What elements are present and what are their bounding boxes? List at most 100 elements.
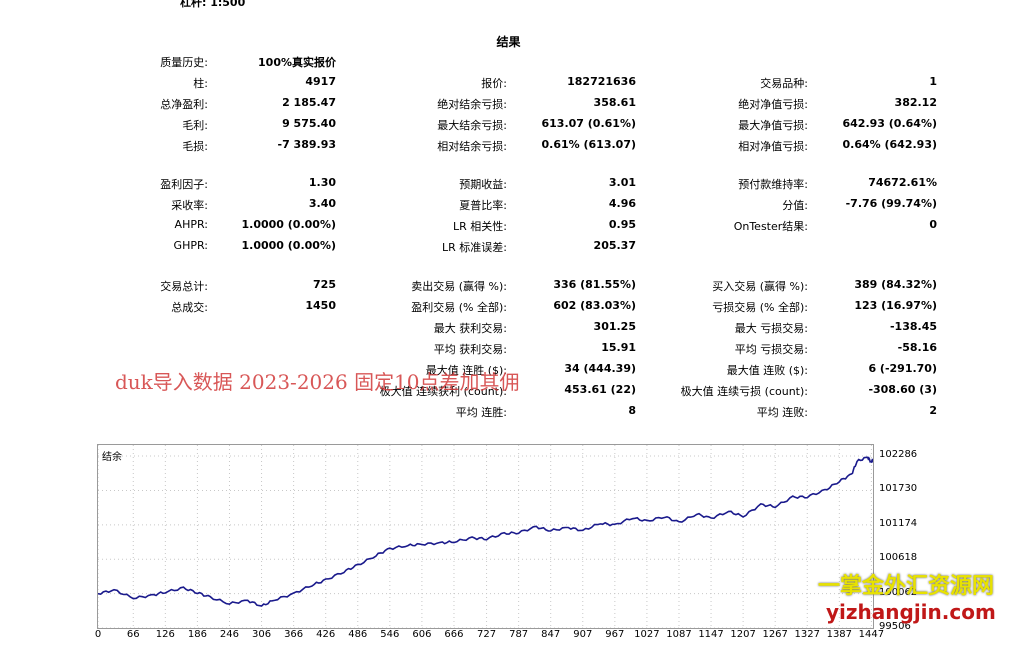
stat-value-net-profit: 2 185.47 bbox=[282, 96, 336, 109]
x-tick-label: 1147 bbox=[698, 629, 724, 640]
x-tick-label: 426 bbox=[316, 629, 336, 640]
stat-value-abs-equity-dd: 382.12 bbox=[894, 96, 937, 109]
stat-value-lr-err: 205.37 bbox=[593, 239, 636, 252]
stat-value-margin-level: 74672.61% bbox=[868, 176, 937, 189]
x-tick-label: 847 bbox=[541, 629, 561, 640]
stat-value-profit-factor: 1.30 bbox=[308, 176, 336, 189]
x-tick-label: 1207 bbox=[730, 629, 756, 640]
stat-label-rel-balance-dd: 相对结余亏损: bbox=[437, 140, 507, 153]
stat-label-lr-err: LR 标准误差: bbox=[442, 241, 507, 254]
stat-value-ticks: 182721636 bbox=[567, 75, 636, 88]
stat-value-avg-consec-wins: 8 bbox=[628, 404, 636, 417]
y-tick-label: 99506 bbox=[879, 621, 911, 632]
stat-value-lr-corr: 0.95 bbox=[608, 218, 636, 231]
stat-label-lr-corr: LR 相关性: bbox=[453, 220, 507, 233]
stat-value-max-balance-dd: 613.07 (0.61%) bbox=[541, 117, 637, 130]
stat-label-recovery: 采收率: bbox=[171, 199, 208, 212]
stat-label-long-trades: 买入交易 (赢得 %): bbox=[712, 280, 808, 293]
stat-value-profit-trades: 602 (83.03%) bbox=[553, 299, 636, 312]
stat-value-loss-trades: 123 (16.97%) bbox=[854, 299, 937, 312]
stat-value-max-consec-loss: -308.60 (3) bbox=[868, 383, 937, 396]
x-tick-label: 1087 bbox=[666, 629, 692, 640]
stat-label-avg-consec-losses: 平均 连败: bbox=[756, 406, 808, 419]
x-tick-label: 546 bbox=[380, 629, 400, 640]
stat-label-abs-balance-dd: 绝对结余亏损: bbox=[437, 98, 507, 111]
stat-value-recovery: 3.40 bbox=[308, 197, 336, 210]
x-tick-label: 66 bbox=[126, 629, 140, 640]
x-tick-label: 486 bbox=[348, 629, 368, 640]
stat-label-total-deals: 总成交: bbox=[171, 301, 208, 314]
x-tick-label: 246 bbox=[219, 629, 240, 640]
stat-value-abs-balance-dd: 358.61 bbox=[593, 96, 636, 109]
stat-label-ahpr: AHPR: bbox=[174, 218, 208, 231]
stat-value-short-trades: 336 (81.55%) bbox=[553, 278, 636, 291]
stat-value-rel-equity-dd: 0.64% (642.93) bbox=[842, 138, 938, 151]
x-tick-label: 0 bbox=[94, 629, 102, 640]
x-tick-label: 366 bbox=[284, 629, 304, 640]
stat-value-gross-loss: -7 389.93 bbox=[277, 138, 337, 151]
stat-label-gross-loss: 毛损: bbox=[182, 140, 208, 153]
x-tick-label: 727 bbox=[477, 629, 497, 640]
stat-value-total-trades: 725 bbox=[313, 278, 336, 291]
stat-value-max-consec-profit: 453.61 (22) bbox=[564, 383, 636, 396]
stat-label-gross-profit: 毛利: bbox=[182, 119, 208, 132]
stat-label-net-profit: 总净盈利: bbox=[160, 98, 208, 111]
y-tick-label: 101730 bbox=[879, 483, 918, 495]
stat-label-max-consec-losses: 最大值 连败 ($): bbox=[726, 364, 808, 377]
balance-series-line bbox=[98, 456, 873, 607]
x-tick-label: 1027 bbox=[634, 629, 660, 640]
stat-value-long-trades: 389 (84.32%) bbox=[854, 278, 937, 291]
x-tick-label: 967 bbox=[605, 629, 625, 640]
stat-label-short-trades: 卖出交易 (赢得 %): bbox=[411, 280, 507, 293]
stat-value-max-consec-losses: 6 (-291.70) bbox=[868, 362, 937, 375]
stat-value-total-deals: 1450 bbox=[305, 299, 336, 312]
overlay-watermark: duk导入数据 2023-2026 固定10点差加其佣 bbox=[115, 370, 520, 394]
y-tick-label: 101174 bbox=[879, 517, 918, 529]
x-tick-label: 907 bbox=[573, 629, 593, 640]
stat-value-ghpr: 1.0000 (0.00%) bbox=[241, 239, 337, 252]
results-title: 结果 bbox=[496, 35, 521, 49]
site-watermark-cn: 一掌金外汇资源网 bbox=[818, 574, 995, 599]
x-tick-label: 1387 bbox=[826, 629, 853, 640]
stat-label-bars: 柱: bbox=[193, 77, 208, 90]
stat-value-symbols: 1 bbox=[929, 75, 937, 88]
stat-label-profit-factor: 盈利因子: bbox=[160, 178, 208, 191]
x-tick-label: 306 bbox=[252, 629, 272, 640]
x-tick-label: 1447 bbox=[858, 629, 885, 640]
site-watermark-url: yizhangjin.com bbox=[826, 600, 996, 624]
stat-value-avg-profit: 15.91 bbox=[601, 341, 636, 354]
stat-label-max-consec-profit: 极大值 连续获利 (count): bbox=[379, 385, 507, 398]
y-tick-label: 100618 bbox=[879, 552, 918, 564]
stat-value-largest-loss: -138.45 bbox=[889, 320, 937, 333]
stat-value-sharpe: 4.96 bbox=[608, 197, 636, 210]
stat-value-avg-loss: -58.16 bbox=[897, 341, 937, 354]
stat-label-largest-loss: 最大 亏损交易: bbox=[734, 322, 808, 335]
stat-label-rel-equity-dd: 相对净值亏损: bbox=[738, 140, 808, 153]
stat-value-history-quality: 100%真实报价 bbox=[258, 56, 336, 69]
stat-label-max-equity-dd: 最大净值亏损: bbox=[738, 119, 808, 132]
y-tick-label: 102286 bbox=[879, 449, 918, 461]
stat-label-loss-trades: 亏损交易 (% 全部): bbox=[712, 301, 808, 314]
stat-label-largest-profit: 最大 获利交易: bbox=[433, 322, 507, 335]
y-tick-label: 100062 bbox=[879, 586, 918, 598]
stat-label-profit-trades: 盈利交易 (% 全部): bbox=[411, 301, 507, 314]
leverage-text: 杠杆: 1:500 bbox=[180, 0, 246, 9]
stat-value-ahpr: 1.0000 (0.00%) bbox=[241, 218, 337, 231]
stat-value-max-equity-dd: 642.93 (0.64%) bbox=[842, 117, 938, 130]
stat-label-sharpe: 夏普比率: bbox=[459, 199, 507, 212]
stat-label-abs-equity-dd: 绝对净值亏损: bbox=[738, 98, 808, 111]
stat-label-max-consec-wins: 最大值 连胜 ($): bbox=[425, 364, 507, 377]
stat-value-expected-payoff: 3.01 bbox=[608, 176, 636, 189]
x-tick-label: 126 bbox=[155, 629, 175, 640]
stat-label-expected-payoff: 预期收益: bbox=[459, 178, 507, 191]
stat-label-max-balance-dd: 最大结余亏损: bbox=[437, 119, 507, 132]
x-tick-label: 1267 bbox=[762, 629, 788, 640]
balance-chart-svg bbox=[98, 445, 873, 628]
balance-chart: 结余 bbox=[97, 444, 874, 629]
stat-label-margin-level: 预付款维持率: bbox=[738, 178, 808, 191]
stat-label-total-trades: 交易总计: bbox=[160, 280, 208, 293]
x-tick-label: 606 bbox=[412, 629, 432, 640]
stat-value-max-consec-wins: 34 (444.39) bbox=[564, 362, 636, 375]
chart-title: 结余 bbox=[102, 452, 122, 463]
stat-value-avg-consec-losses: 2 bbox=[929, 404, 937, 417]
